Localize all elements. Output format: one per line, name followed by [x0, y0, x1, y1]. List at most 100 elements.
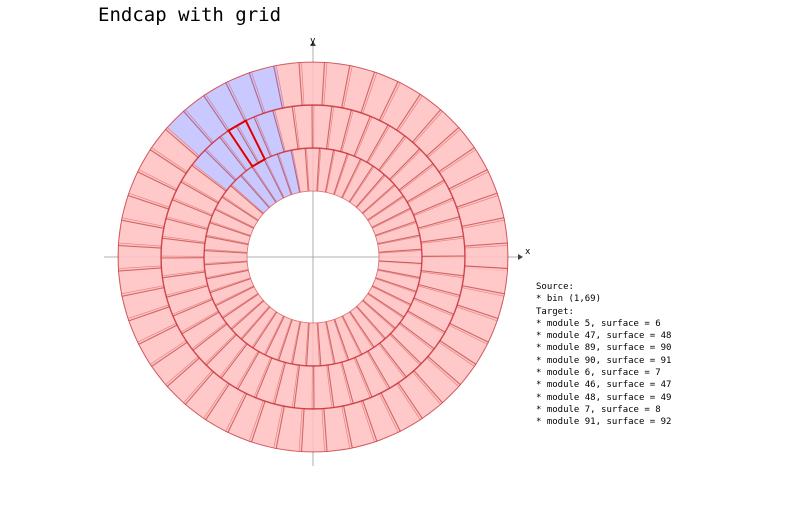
grid-bin-line — [149, 149, 187, 174]
grid-bin-line — [215, 286, 255, 307]
grid-bin-line — [412, 109, 442, 143]
grid-bin-line — [172, 298, 213, 317]
y-axis-label: y — [310, 36, 316, 46]
grid-bin-line — [251, 401, 266, 443]
grid-bin-line — [377, 268, 421, 279]
grid-bin-line — [372, 285, 412, 306]
legend-target-list: * module 5, surface = 6 * module 47, surf… — [536, 318, 671, 429]
grid-bin-line — [304, 148, 309, 192]
grid-bin-line — [360, 71, 375, 113]
legend-target-item: * module 89, surface = 90 — [536, 343, 672, 354]
grid-bin-line — [251, 166, 277, 203]
grid-bin-line — [378, 260, 422, 264]
grid-bin-line — [300, 408, 305, 452]
grid-bin-line — [253, 116, 272, 157]
grid-bin-line — [426, 127, 460, 157]
grid-bin-line — [205, 383, 230, 421]
grid-bin-line — [367, 195, 404, 221]
legend-target-item: * module 90, surface = 91 — [536, 355, 672, 366]
grid-bin-line — [225, 82, 246, 122]
grid-bin-line — [333, 153, 348, 195]
grid-bin-line — [366, 124, 389, 163]
grid-layer — [117, 61, 509, 453]
grid-bin-line — [389, 148, 421, 180]
grid-bin-line — [377, 234, 420, 245]
grid-bin-line — [341, 361, 354, 404]
grid-bin-line — [162, 271, 206, 279]
grid-bin-line — [276, 153, 292, 195]
grid-bin-line — [214, 208, 254, 229]
grid-bin-line — [205, 334, 237, 366]
grid-bin-line — [219, 136, 247, 172]
grid-bin-line — [406, 179, 445, 203]
legend-source-list: * bin (1,69) — [536, 293, 671, 305]
grid-bin-line — [420, 235, 464, 243]
grid-bin-line — [227, 393, 248, 433]
grid-bin-line — [171, 199, 213, 217]
grid-bin-line — [341, 158, 362, 198]
grid-bin-line — [121, 287, 165, 297]
grid-bin-line — [128, 306, 170, 322]
grid-bin-line — [413, 370, 443, 404]
grid-bin-line — [272, 110, 285, 153]
grid-bin-line — [230, 185, 264, 215]
grid-bin-line — [324, 149, 335, 193]
grid-bin-line — [462, 285, 505, 295]
grid-ring — [160, 104, 466, 410]
legend-target-item: * module 91, surface = 92 — [536, 417, 672, 428]
grid-bin-line — [356, 305, 386, 339]
grid-bin-line — [334, 319, 350, 361]
grid-bin-line — [399, 322, 435, 350]
grid-bin-line — [264, 316, 285, 356]
grid-bin-line — [151, 341, 188, 367]
legend-target-item: * module 47, surface = 48 — [536, 331, 672, 342]
grid-bin-line — [339, 109, 352, 152]
grid-bin-line — [220, 343, 248, 379]
grid-bin-line — [323, 408, 328, 452]
grid-bin-line — [413, 297, 455, 315]
grid-bin-line — [427, 356, 461, 386]
grid-bin-line — [321, 62, 326, 106]
grid-bin-line — [456, 192, 498, 208]
grid-bin-line — [354, 357, 373, 398]
grid-bin-line — [166, 357, 200, 387]
legend-source-heading: Source: — [536, 282, 574, 292]
grid-bin-line — [252, 311, 278, 349]
source-layer — [227, 119, 267, 168]
grid-bin-line — [397, 382, 423, 419]
grid-bin-line — [353, 115, 371, 157]
grid-bin-line — [380, 392, 401, 432]
grid-bin-line — [325, 321, 336, 364]
grid-ring — [246, 190, 380, 324]
grid-bin-line — [367, 292, 405, 318]
grid-bin-line — [390, 333, 422, 365]
grid-bin-line — [355, 174, 385, 208]
grid-bin-line — [379, 342, 407, 378]
grid-bin-line — [375, 277, 417, 292]
grid-bin-line — [221, 196, 259, 222]
grid-bin-line — [325, 106, 333, 149]
grid-bin-line — [413, 197, 454, 216]
grid-bin-line — [439, 340, 477, 365]
grid-bin-line — [255, 357, 273, 399]
grid-bin-line — [137, 171, 177, 192]
grid-bin-line — [118, 267, 162, 272]
legend-target-item: * module 5, surface = 6 — [536, 318, 661, 329]
grid-bin-line — [378, 248, 422, 253]
grid-bin-line — [371, 207, 411, 228]
grid-ring — [117, 61, 509, 453]
grid-bin-line — [183, 110, 213, 144]
grid-bin-line — [121, 219, 164, 229]
grid-bin-line — [375, 220, 417, 236]
grid-bin-line — [275, 406, 285, 449]
grid-bin-line — [204, 149, 236, 181]
grid-bin-line — [291, 321, 302, 365]
grid-bin-line — [448, 169, 488, 190]
grid-bin-line — [343, 405, 353, 449]
grid-bin-line — [341, 65, 351, 108]
grid-bin-line — [138, 324, 178, 345]
grid-bin-line — [165, 128, 199, 158]
grid-bin-line — [407, 310, 446, 333]
grid-bin-line — [162, 237, 205, 245]
